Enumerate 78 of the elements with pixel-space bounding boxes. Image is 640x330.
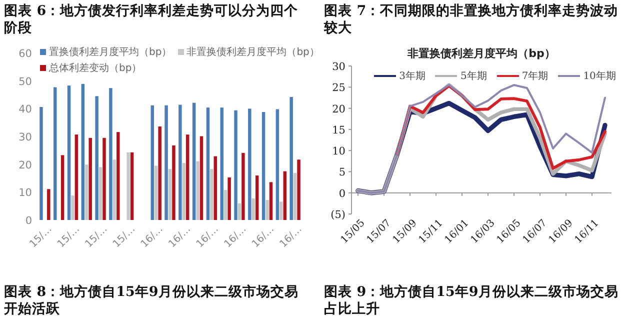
y-tick-label: 25 bbox=[332, 82, 346, 94]
bar bbox=[248, 108, 252, 220]
bar bbox=[290, 96, 293, 220]
legend-label: 7年期 bbox=[522, 70, 548, 83]
y-tick-label: 20 bbox=[332, 103, 346, 116]
bar bbox=[158, 126, 162, 220]
bar bbox=[126, 152, 130, 220]
y-tick-label: 30 bbox=[332, 61, 346, 73]
legend-label: 总体利差变动（bp） bbox=[49, 62, 142, 75]
bar bbox=[164, 105, 168, 220]
bar bbox=[214, 156, 218, 220]
bar bbox=[293, 172, 297, 220]
bar bbox=[238, 203, 242, 220]
text: 图表 9：地方债自15年9月份以来二级市场交易占比上升 bbox=[324, 284, 620, 318]
bar bbox=[98, 167, 102, 220]
text: 图表 8：地方债自15年9月份以来二级市场交易开始活跃 bbox=[4, 284, 300, 318]
bar bbox=[47, 189, 50, 220]
y-tick-label: 30 bbox=[18, 132, 32, 144]
bar bbox=[192, 102, 196, 220]
bar bbox=[150, 105, 154, 220]
bar bbox=[297, 160, 300, 220]
y-tick-label: (5) bbox=[330, 209, 346, 221]
bar bbox=[234, 110, 238, 220]
y-tick-label: 10 bbox=[18, 187, 32, 200]
bar bbox=[71, 196, 74, 220]
bar bbox=[178, 104, 182, 220]
y-tick-label: 5 bbox=[338, 166, 346, 179]
bar bbox=[224, 190, 228, 220]
bar bbox=[67, 86, 71, 220]
chart-title: 图表 7：不同期限的非置换地方债利率走势波动较大 bbox=[324, 3, 620, 37]
legend-label: 5年期 bbox=[460, 70, 487, 83]
y-tick-label: 60 bbox=[18, 48, 32, 60]
y-tick-label: 0 bbox=[25, 215, 32, 227]
bar bbox=[269, 182, 273, 220]
bar bbox=[112, 160, 116, 220]
bar bbox=[276, 109, 280, 220]
y-tick-label: 20 bbox=[18, 159, 32, 172]
bar bbox=[283, 171, 286, 220]
legend-label: 非置换债利差月度平均（bp） bbox=[186, 46, 320, 59]
bar bbox=[172, 145, 176, 220]
bar bbox=[102, 138, 106, 220]
bar bbox=[85, 164, 88, 220]
bar bbox=[81, 84, 85, 220]
legend-label: 置换债利差月度平均（bp） bbox=[49, 46, 172, 59]
bar bbox=[168, 169, 172, 220]
bar bbox=[40, 106, 43, 220]
bar bbox=[220, 108, 224, 220]
bar bbox=[242, 152, 245, 220]
bar bbox=[74, 134, 78, 220]
y-tick-label: 40 bbox=[18, 104, 32, 116]
bar bbox=[130, 152, 134, 220]
bar bbox=[60, 155, 64, 220]
bar bbox=[210, 169, 214, 220]
bar bbox=[109, 88, 112, 220]
y-tick-label: 10 bbox=[332, 146, 346, 158]
bar bbox=[154, 166, 158, 220]
bar bbox=[182, 162, 186, 220]
bar bbox=[266, 200, 269, 220]
bar bbox=[280, 202, 283, 220]
legend-label: 3年期 bbox=[399, 70, 426, 83]
bar bbox=[206, 108, 210, 220]
bar bbox=[255, 175, 259, 220]
chart-subtitle: 非置换债利差月度平均（bp） bbox=[406, 47, 556, 60]
bar bbox=[252, 198, 255, 220]
bar bbox=[186, 134, 190, 220]
bar bbox=[196, 161, 200, 220]
bar bbox=[116, 132, 120, 220]
y-tick-label: 0 bbox=[338, 188, 346, 200]
y-tick-label: 50 bbox=[18, 76, 32, 88]
y-tick-label: 15 bbox=[332, 124, 346, 136]
bar bbox=[200, 136, 204, 220]
legend-label: 10年期 bbox=[583, 70, 616, 83]
bar bbox=[262, 112, 266, 220]
bar bbox=[228, 177, 231, 220]
bar bbox=[88, 138, 92, 220]
chart-title: 图表 6：地方债发行利率利差走势可以分为四个阶段 bbox=[4, 3, 300, 37]
bar bbox=[54, 87, 57, 220]
bar bbox=[95, 96, 98, 220]
